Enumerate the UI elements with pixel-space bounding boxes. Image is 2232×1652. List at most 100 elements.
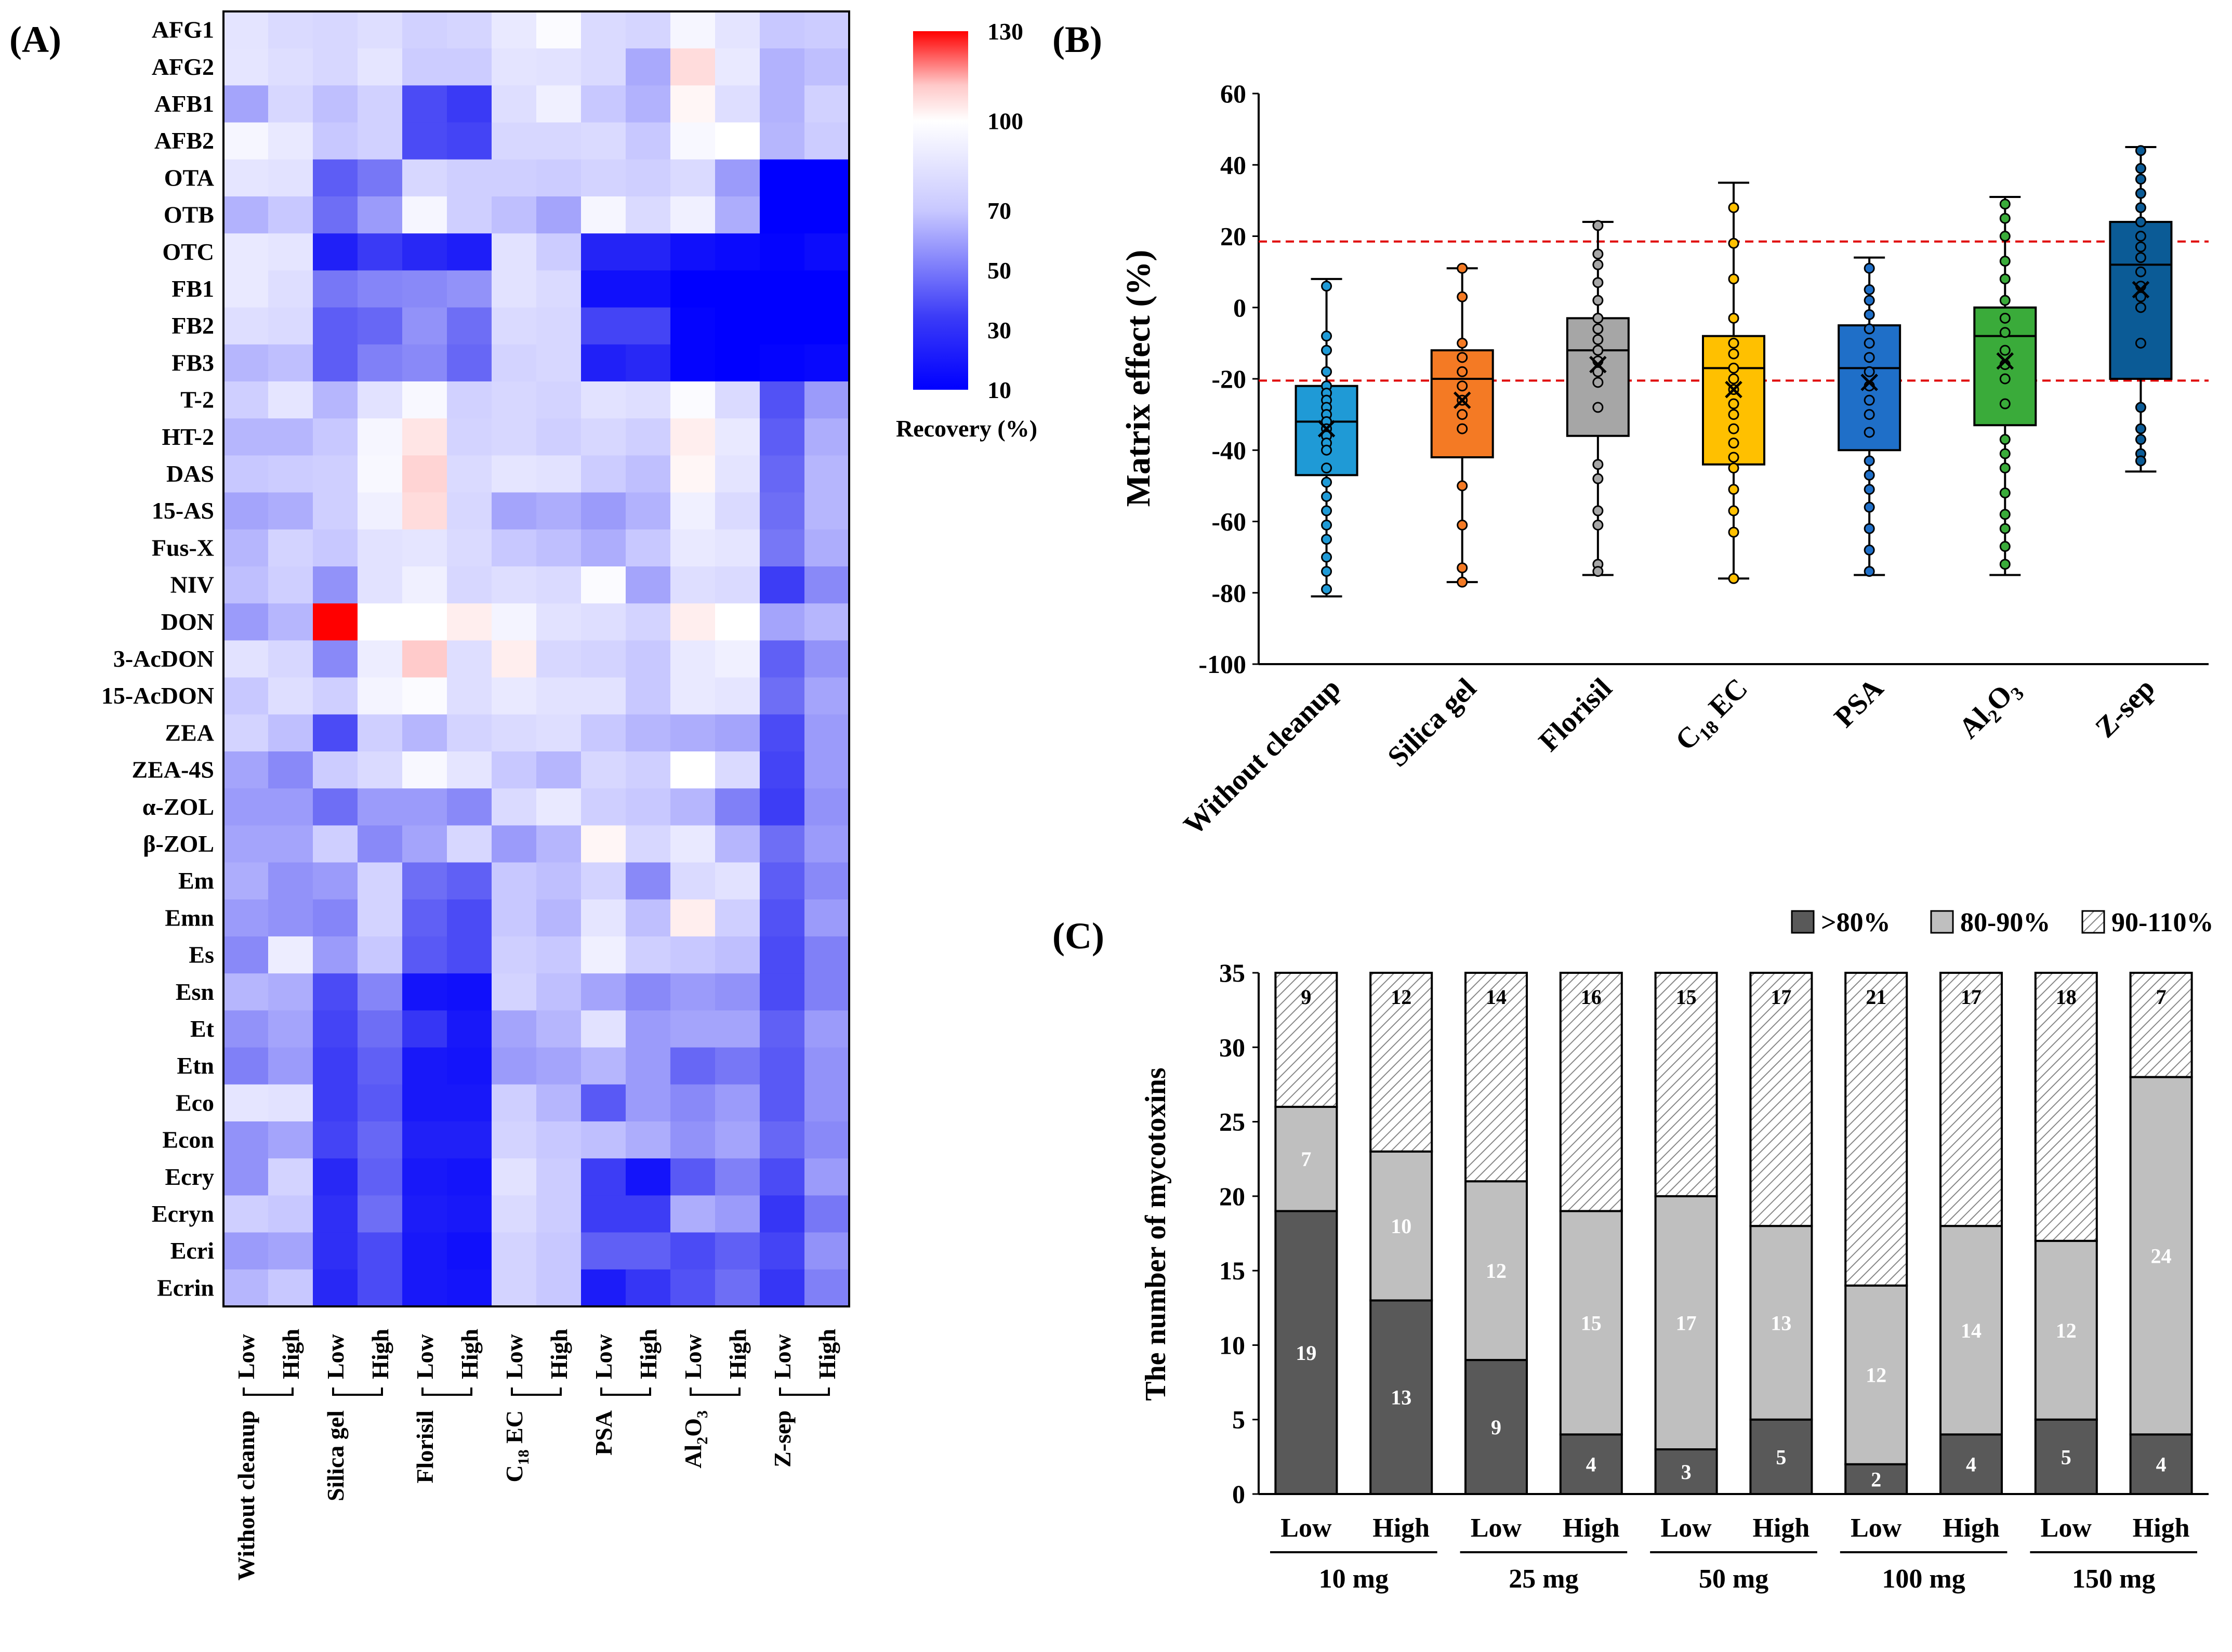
stacked-category-label: High xyxy=(1752,1513,1810,1543)
heatmap-cell xyxy=(581,381,626,419)
heatmap-cell xyxy=(402,603,447,641)
heatmap-cell xyxy=(760,714,805,752)
heatmap-cell xyxy=(760,492,805,530)
heatmap-cell xyxy=(626,640,671,678)
boxplot-y-tick-label: -20 xyxy=(1211,364,1246,393)
box-data-point xyxy=(2135,434,2146,445)
heatmap-cell xyxy=(670,344,716,382)
heatmap-cell xyxy=(358,751,403,789)
stacked-bar-value-label: 12 xyxy=(1391,985,1411,1009)
heatmap-row-label: Eco xyxy=(176,1089,214,1116)
heatmap-cell xyxy=(358,566,403,604)
heatmap-cell xyxy=(536,936,582,974)
heatmap-cell xyxy=(402,973,447,1011)
heatmap-cell xyxy=(626,1195,671,1233)
heatmap-cell xyxy=(626,973,671,1011)
heatmap-column-label: Low xyxy=(590,1334,617,1379)
heatmap-cell xyxy=(223,381,269,419)
stacked-y-tick-label: 5 xyxy=(1232,1405,1245,1434)
heatmap-row-label: Ecri xyxy=(170,1237,215,1264)
heatmap-cell xyxy=(670,603,716,641)
heatmap-cell xyxy=(626,85,671,123)
heatmap-cell xyxy=(760,1084,805,1122)
boxplot-y-tick-label: -80 xyxy=(1211,578,1246,607)
stacked-category-label: Low xyxy=(1280,1513,1332,1543)
heatmap-cell xyxy=(358,936,403,974)
heatmap-cell xyxy=(670,788,716,826)
heatmap-group-label: PSA xyxy=(590,1410,617,1456)
heatmap-row-label: Fus-X xyxy=(152,534,214,561)
heatmap-cell xyxy=(804,1232,850,1270)
heatmap-cell xyxy=(492,1084,537,1122)
box-data-point xyxy=(1999,213,2011,224)
box-data-point xyxy=(1999,398,2011,409)
colorbar-tick-label: 100 xyxy=(987,108,1023,135)
heatmap-cell xyxy=(804,973,850,1011)
heatmap-cell xyxy=(492,603,537,641)
heatmap-cell xyxy=(804,11,850,49)
heatmap-cell xyxy=(536,122,582,160)
heatmap-cell xyxy=(760,1269,805,1307)
heatmap-cell xyxy=(268,233,313,271)
heatmap-cell xyxy=(536,677,582,715)
heatmap-cell xyxy=(581,677,626,715)
stacked-bar-value-label: 17 xyxy=(1771,985,1791,1009)
heatmap-cell xyxy=(536,492,582,530)
stacked-bar-value-label: 13 xyxy=(1391,1386,1411,1409)
box-data-point xyxy=(1864,295,1875,306)
heatmap-cell xyxy=(760,529,805,567)
heatmap-cell xyxy=(536,1269,582,1307)
heatmap-cell xyxy=(492,1195,537,1233)
box-data-point xyxy=(1321,534,1332,545)
box-data-point xyxy=(2135,163,2146,174)
box-data-point xyxy=(1592,334,1604,346)
heatmap-cell xyxy=(670,1047,716,1085)
heatmap-cell xyxy=(626,1121,671,1159)
heatmap-cell xyxy=(402,1010,447,1048)
heatmap-row-label: α-ZOL xyxy=(142,794,214,820)
heatmap-cell xyxy=(313,862,358,900)
heatmap-row-label: DON xyxy=(161,609,214,635)
heatmap-row-label: Ecry xyxy=(165,1164,214,1190)
heatmap-cell xyxy=(760,751,805,789)
stacked-y-tick-label: 10 xyxy=(1219,1330,1245,1359)
heatmap-group-label: Without cleanup xyxy=(233,1410,259,1581)
heatmap-cell xyxy=(268,751,313,789)
box-data-point xyxy=(1457,337,1468,349)
heatmap-cell xyxy=(402,1195,447,1233)
heatmap-cell xyxy=(492,788,537,826)
heatmap-cell xyxy=(358,1269,403,1307)
heatmap-cell xyxy=(626,1269,671,1307)
heatmap-cell xyxy=(358,1084,403,1122)
heatmap-cell xyxy=(626,529,671,567)
heatmap-cell xyxy=(536,529,582,567)
heatmap-cell xyxy=(760,788,805,826)
heatmap-cell xyxy=(492,1232,537,1270)
heatmap-cell xyxy=(268,48,313,86)
heatmap-cell xyxy=(581,1010,626,1048)
heatmap-row-label: Et xyxy=(190,1015,215,1042)
heatmap-cell xyxy=(223,973,269,1011)
heatmap-cell xyxy=(715,159,760,197)
heatmap-cell xyxy=(581,936,626,974)
box-mean-marker xyxy=(1725,380,1742,399)
heatmap-cell xyxy=(402,196,447,234)
heatmap-cell xyxy=(804,788,850,826)
heatmap-cell xyxy=(358,1195,403,1233)
box-data-point xyxy=(2135,302,2146,313)
box-data-point xyxy=(1864,501,1875,513)
heatmap-cell xyxy=(536,159,582,197)
heatmap-cell xyxy=(626,270,671,308)
box-data-point xyxy=(1457,262,1468,274)
heatmap-column-label: High xyxy=(546,1329,572,1379)
heatmap-group-label: Florisil xyxy=(412,1410,438,1484)
stacked-bar-segment xyxy=(1654,972,1718,1197)
heatmap-column-label: High xyxy=(278,1329,304,1379)
heatmap-cell xyxy=(626,825,671,863)
heatmap-cell xyxy=(402,11,447,49)
box-data-point xyxy=(1321,331,1332,342)
heatmap-cell xyxy=(358,529,403,567)
stacked-bar-segment xyxy=(1559,972,1623,1212)
heatmap-cell xyxy=(536,233,582,271)
heatmap-cell xyxy=(223,233,269,271)
